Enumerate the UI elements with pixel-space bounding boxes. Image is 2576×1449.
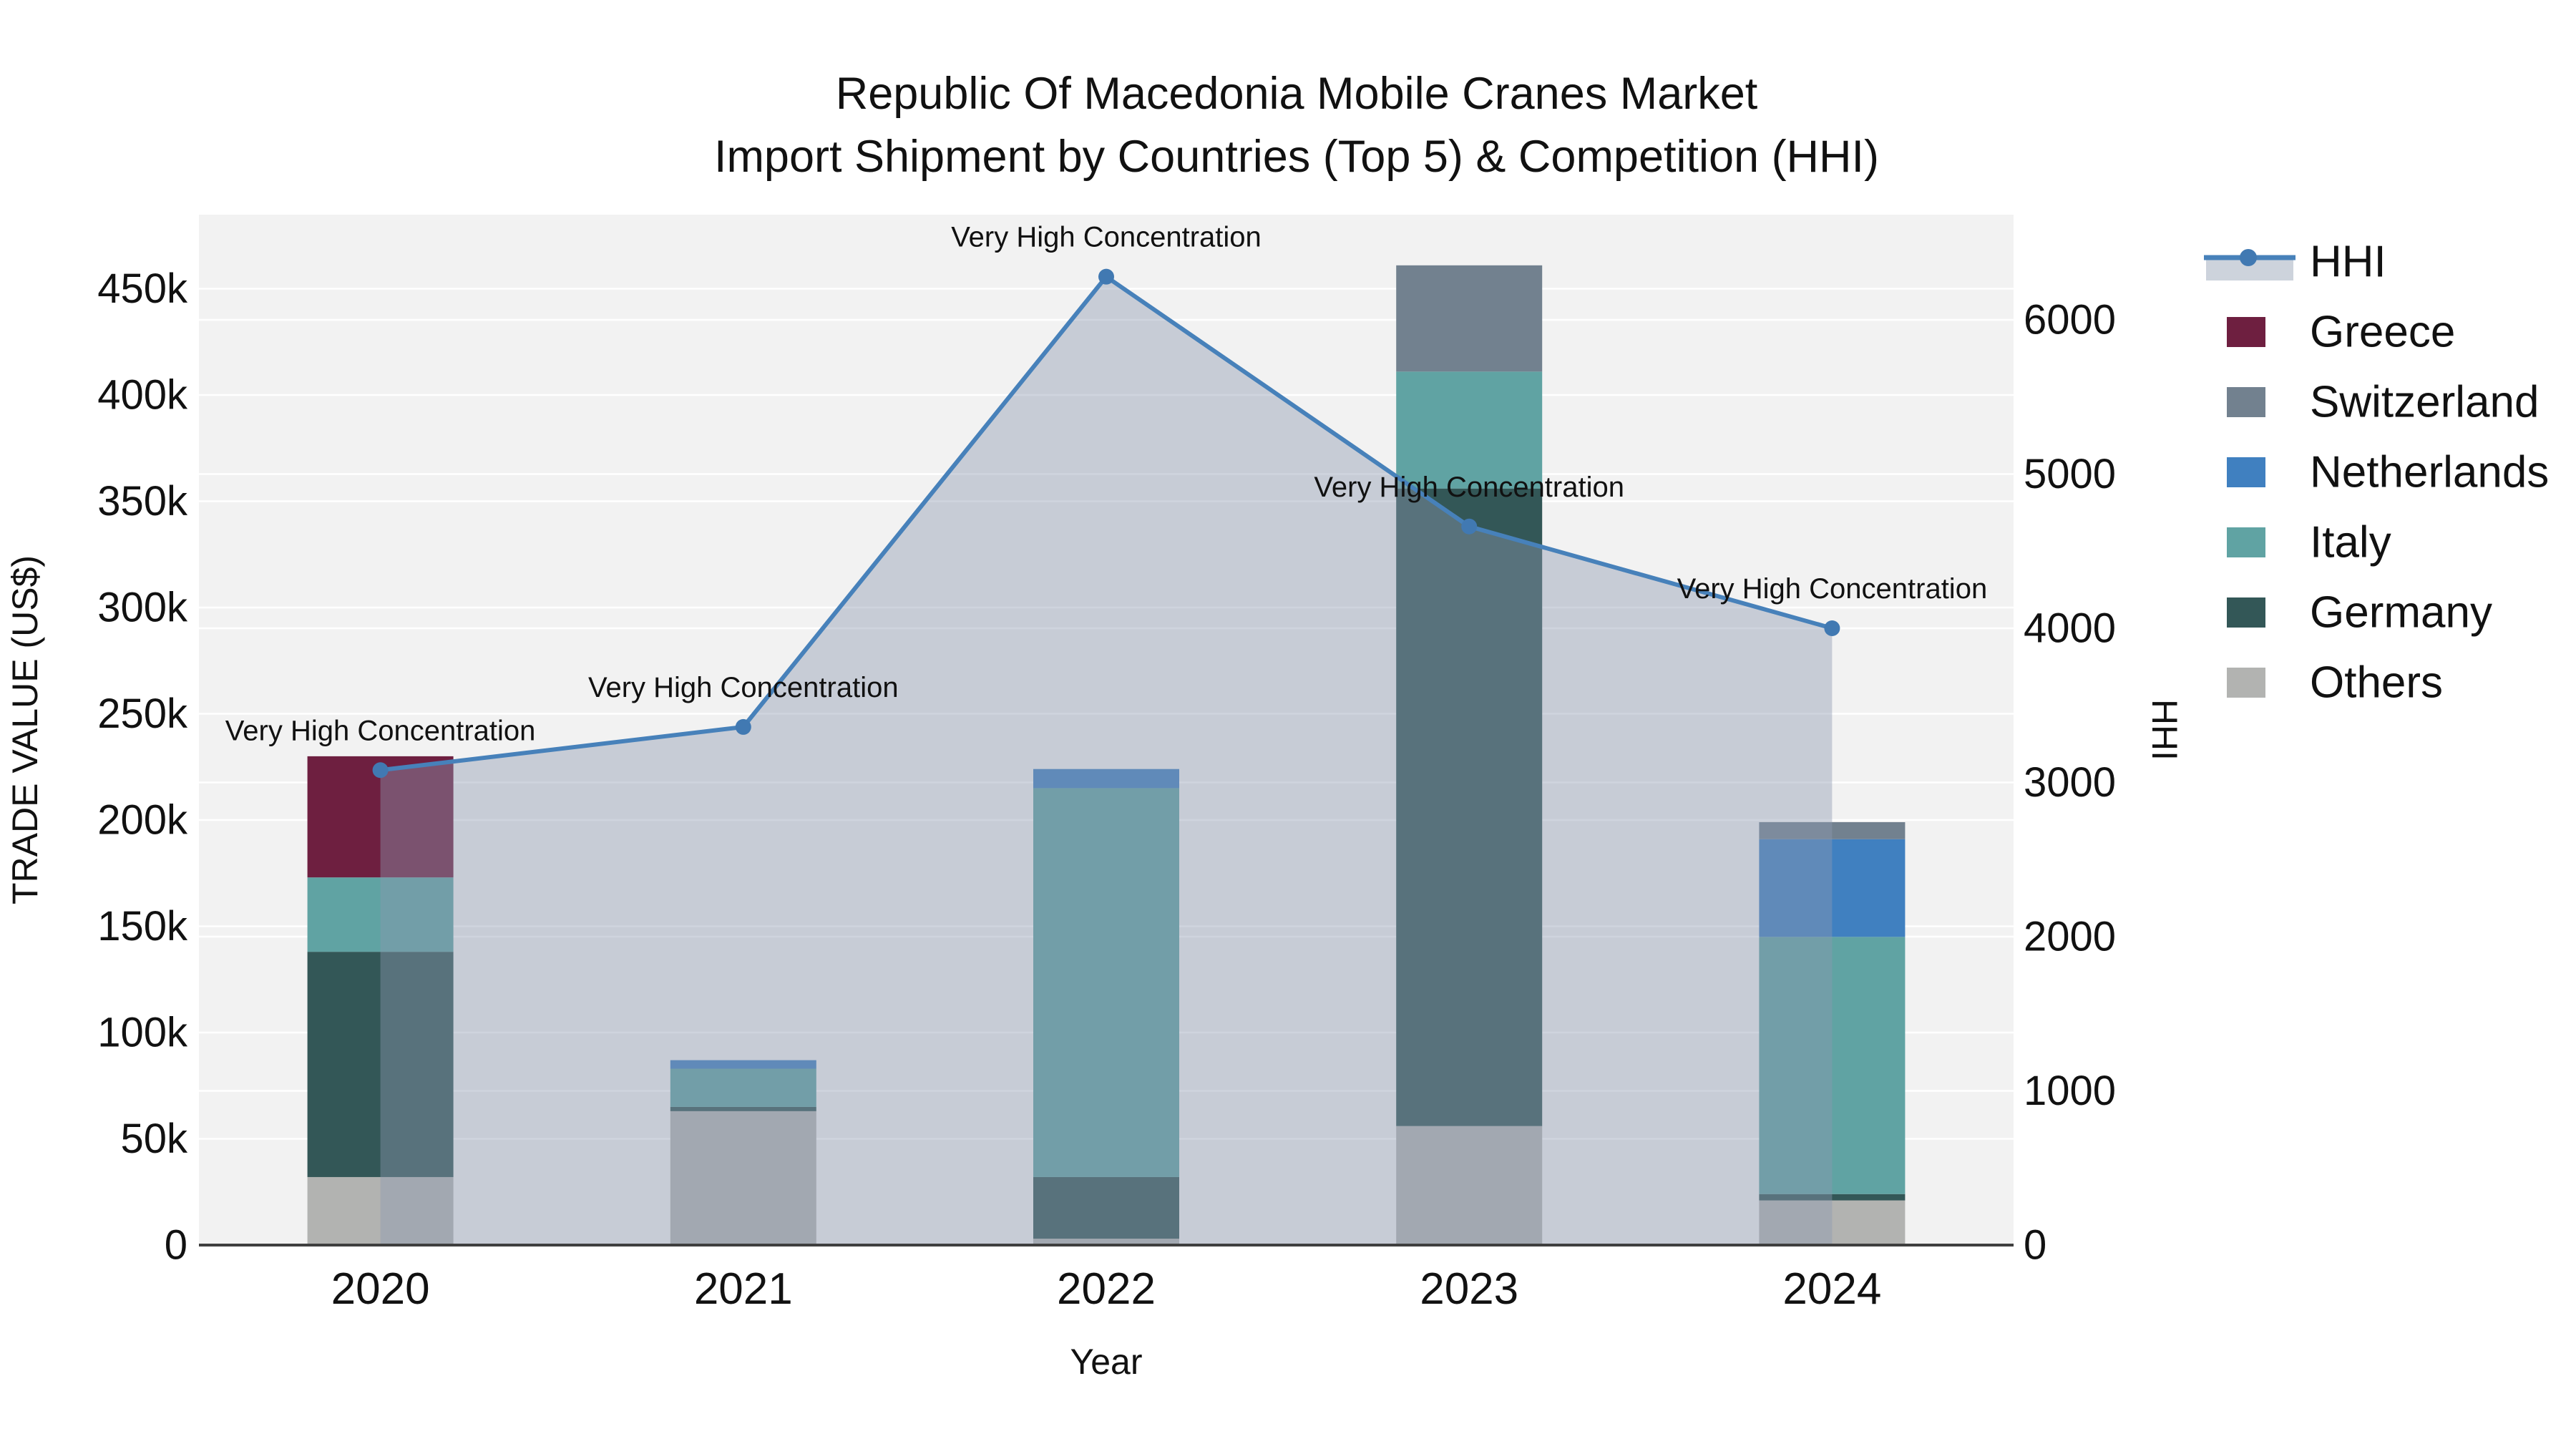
hhi-area-fill[interactable]: [380, 276, 1833, 1245]
annotation-2024: Very High Concentration: [1677, 573, 1988, 605]
y-left-tick-label: 350k: [97, 478, 188, 525]
legend-label-greece[interactable]: Greece: [2310, 308, 2455, 357]
legend-swatch-italy: [2227, 527, 2265, 557]
bar-segment-2023-others[interactable]: [1396, 1126, 1543, 1245]
chart-title: Republic Of Macedonia Mobile Cranes Mark…: [836, 69, 1758, 119]
legend-swatch-greece: [2227, 317, 2265, 347]
y-left-tick-label: 300k: [97, 585, 188, 631]
legend-item-italy[interactable]: Italy: [2227, 518, 2391, 567]
annotation-2021: Very High Concentration: [588, 672, 899, 703]
hhi-marker-2021[interactable]: [735, 718, 751, 735]
bar-segment-2020-germany[interactable]: [307, 952, 454, 1177]
legend-label-others[interactable]: Others: [2310, 658, 2443, 708]
y-right-tick-label: 1000: [2024, 1068, 2116, 1114]
legend-item-others[interactable]: Others: [2227, 658, 2443, 708]
chart-subtitle: Import Shipment by Countries (Top 5) & C…: [714, 132, 1879, 182]
y-right-tick-label: 0: [2024, 1222, 2046, 1269]
annotation-2023: Very High Concentration: [1314, 472, 1624, 503]
legend-label-hhi[interactable]: HHI: [2310, 238, 2386, 287]
legend-swatch-germany: [2227, 597, 2265, 628]
x-axis-title: Year: [1070, 1342, 1142, 1382]
y-right-tick-label: 6000: [2024, 297, 2116, 343]
annotation-2020: Very High Concentration: [225, 715, 536, 746]
legend-label-switzerland[interactable]: Switzerland: [2310, 378, 2539, 427]
legend-item-switzerland[interactable]: Switzerland: [2227, 378, 2539, 427]
legend-swatch-netherlands: [2227, 457, 2265, 487]
legend-item-hhi[interactable]: HHI: [2204, 238, 2386, 287]
legend-item-greece[interactable]: Greece: [2227, 308, 2455, 357]
y-left-tick-label: 200k: [97, 797, 188, 844]
hhi-marker-2020[interactable]: [372, 762, 389, 779]
bar-segment-2021-italy[interactable]: [670, 1068, 816, 1107]
stacked-bars: [307, 265, 1906, 1245]
bar-segment-2021-germany[interactable]: [670, 1106, 816, 1111]
legend: HHI Greece Switzerland Netherlands Italy Germ…: [2204, 238, 2549, 708]
y-left-tick-label: 100k: [97, 1010, 188, 1056]
y-axis-title-left: TRADE VALUE (US$): [5, 555, 45, 904]
bar-segment-2021-others[interactable]: [670, 1111, 816, 1245]
bar-segment-2020-italy[interactable]: [307, 877, 454, 952]
bar-segment-2023-germany[interactable]: [1396, 488, 1543, 1126]
x-tick-label-2024: 2024: [1782, 1264, 1881, 1314]
x-tick-label-2022: 2022: [1057, 1264, 1156, 1314]
y-left-tick-label: 0: [165, 1222, 187, 1269]
annotation-2022: Very High Concentration: [951, 222, 1262, 253]
legend-hhi-marker-sample: [2240, 249, 2257, 266]
hhi-marker-2023[interactable]: [1461, 518, 1478, 535]
bar-segment-2024-others[interactable]: [1759, 1200, 1906, 1245]
x-axis-ticks: 2020 2021 2022 2023 2024: [331, 1264, 1882, 1314]
bar-segment-2022-germany[interactable]: [1033, 1176, 1179, 1239]
y-axis-title-right: HHI: [2145, 699, 2185, 761]
bar-segment-2022-others[interactable]: [1033, 1239, 1179, 1245]
legend-item-netherlands[interactable]: Netherlands: [2227, 448, 2549, 497]
y-left-tick-label: 400k: [97, 372, 188, 419]
legend-label-germany[interactable]: Germany: [2310, 588, 2492, 638]
y-right-tick-label: 4000: [2024, 605, 2116, 652]
annotations: Very High Concentration Very High Concent…: [225, 222, 1987, 747]
bar-segment-2022-netherlands[interactable]: [1033, 769, 1179, 789]
y-right-tick-label: 3000: [2024, 759, 2116, 806]
y-left-tick-label: 150k: [97, 903, 188, 950]
legend-label-netherlands[interactable]: Netherlands: [2310, 448, 2549, 497]
x-tick-label-2020: 2020: [331, 1264, 430, 1314]
bar-segment-2023-switzerland[interactable]: [1396, 265, 1543, 372]
legend-item-germany[interactable]: Germany: [2227, 588, 2492, 638]
y-right-tick-label: 2000: [2024, 914, 2116, 960]
bar-segment-2024-germany[interactable]: [1759, 1194, 1906, 1201]
y-left-tick-label: 450k: [97, 265, 188, 312]
bar-segment-2024-italy[interactable]: [1759, 937, 1906, 1194]
legend-swatch-switzerland: [2227, 387, 2265, 417]
y-right-tick-label: 5000: [2024, 451, 2116, 497]
bar-segment-2022-italy[interactable]: [1033, 788, 1179, 1177]
hhi-marker-2022[interactable]: [1098, 268, 1114, 285]
y-axis-right-ticks: 0 1000 2000 3000 4000 5000 6000: [2024, 297, 2116, 1269]
bar-segment-2023-italy[interactable]: [1396, 371, 1543, 489]
x-tick-label-2023: 2023: [1420, 1264, 1518, 1314]
bar-segment-2021-netherlands[interactable]: [670, 1060, 816, 1069]
bar-segment-2020-others[interactable]: [307, 1176, 454, 1245]
x-tick-label-2021: 2021: [694, 1264, 793, 1314]
y-axis-left-ticks: 0 50k 100k 150k 200k 250k 300k 350k 400k 450k: [97, 265, 188, 1269]
y-left-tick-label: 250k: [97, 691, 188, 737]
legend-label-italy[interactable]: Italy: [2310, 518, 2391, 567]
bar-segment-2024-switzerland[interactable]: [1759, 821, 1906, 839]
hhi-marker-2024[interactable]: [1824, 620, 1840, 636]
y-left-tick-label: 50k: [120, 1116, 188, 1162]
legend-swatch-others: [2227, 668, 2265, 698]
hhi-trace: [372, 268, 1840, 1245]
bar-segment-2024-netherlands[interactable]: [1759, 839, 1906, 937]
